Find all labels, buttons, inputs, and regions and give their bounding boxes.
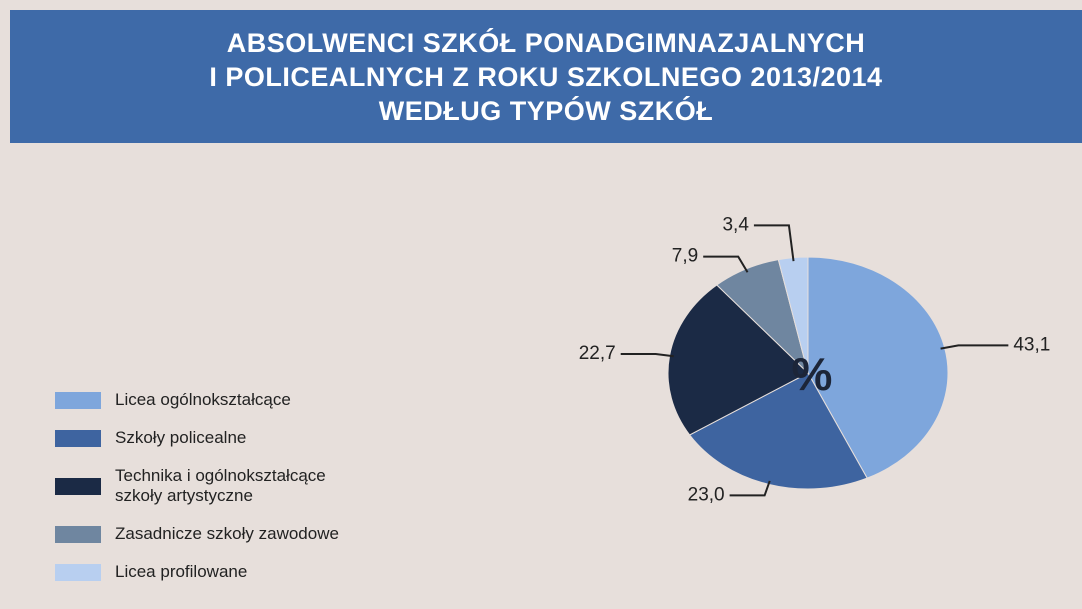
data-label: 3,4 [722,214,749,235]
legend-swatch [55,525,101,543]
center-label: % [792,348,833,400]
leader-line [940,344,1009,350]
data-label: 22,7 [579,343,616,364]
legend-swatch [55,563,101,581]
legend-label: Licea ogólnokształcące [115,390,291,409]
data-label: 43,1 [1013,334,1050,355]
legend-item: Technika i ogólnokształcące szkoły artys… [55,466,475,506]
legend-swatch [55,391,101,409]
legend-label: Licea profilowane [115,562,248,581]
legend-label: Technika i ogólnokształcące szkoły artys… [115,466,326,505]
legend-swatch [55,477,101,495]
legend-item: Szkoły policealne [55,428,475,448]
chart-title: ABSOLWENCI SZKÓŁ PONADGIMNAZJALNYCH I PO… [10,10,1082,143]
leader-line [753,224,795,262]
leader-line [729,480,771,497]
legend: Licea ogólnokształcące Szkoły policealne T… [55,390,475,582]
leader-line [620,353,674,358]
legend-swatch [55,429,101,447]
leader-line [703,255,749,273]
data-label: 23,0 [688,484,725,505]
legend-item: Licea profilowane [55,562,475,582]
legend-label: Zasadnicze szkoły zawodowe [115,524,339,543]
legend-label: Szkoły policealne [115,428,247,447]
legend-item: Licea ogólnokształcące [55,390,475,410]
legend-item: Zasadnicze szkoły zawodowe [55,524,475,544]
data-label: 7,9 [672,246,698,267]
